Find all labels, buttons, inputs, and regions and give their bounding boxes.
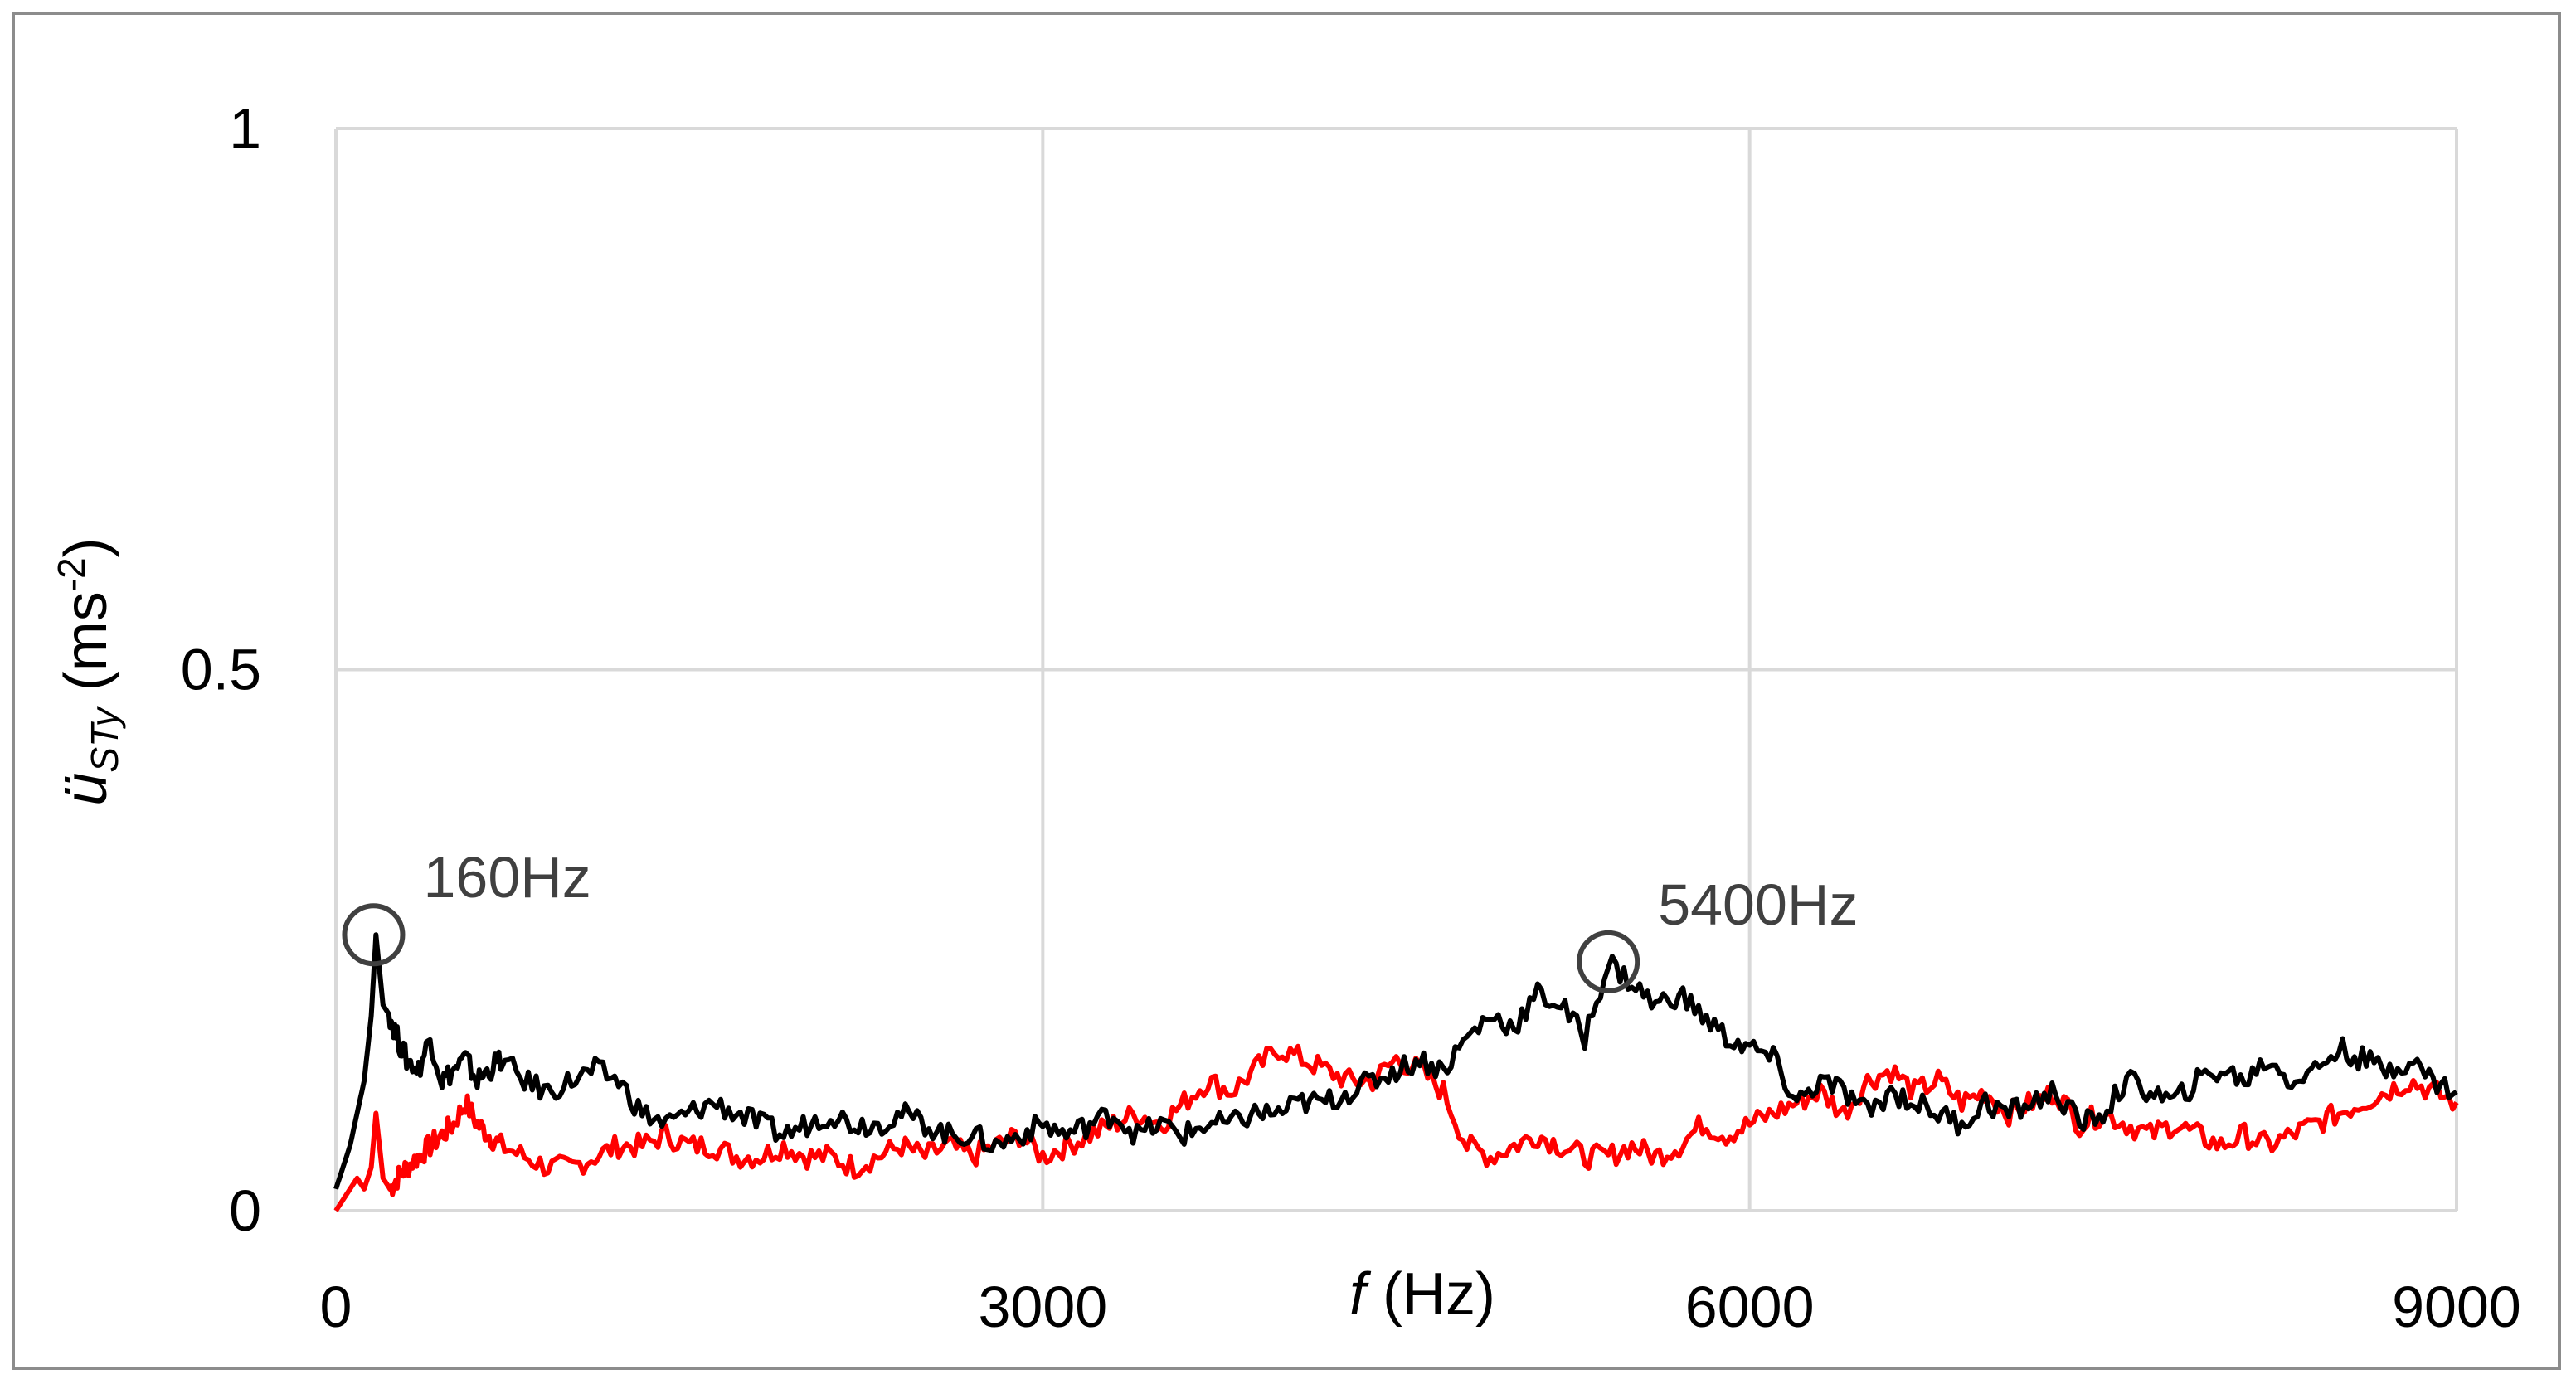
x-axis-label: f (Hz) bbox=[1349, 1261, 1495, 1328]
x-tick-label: 0 bbox=[320, 1275, 352, 1339]
y-tick-label: 1 bbox=[229, 96, 261, 161]
annotation-layer: 160Hz 5400Hz bbox=[342, 845, 1858, 993]
y-axis-symbol: ü bbox=[53, 773, 119, 806]
y-axis-unit-prefix: (ms bbox=[53, 591, 119, 707]
series-line bbox=[333, 932, 2458, 1190]
y-axis-label: üSTy (ms-2) bbox=[50, 537, 126, 805]
y-tick-label: 0 bbox=[229, 1178, 261, 1243]
tick-layer: 0 3000 6000 9000 0 0.5 1 bbox=[181, 96, 2521, 1339]
y-axis-subscript: STy bbox=[83, 705, 126, 772]
series-line bbox=[333, 1043, 2459, 1212]
peak-label: 5400Hz bbox=[1658, 872, 1858, 937]
x-tick-label: 3000 bbox=[978, 1275, 1107, 1339]
x-axis-unit: (Hz) bbox=[1366, 1261, 1495, 1328]
peak-label: 160Hz bbox=[423, 845, 591, 910]
grid bbox=[334, 127, 2458, 1212]
x-tick-label: 9000 bbox=[2392, 1275, 2521, 1339]
y-axis-unit-exponent: -2 bbox=[50, 557, 93, 591]
peak-marker-circle bbox=[342, 903, 406, 967]
peak-marker-circle bbox=[1577, 930, 1640, 993]
series-layer bbox=[333, 932, 2459, 1212]
y-tick-label: 0.5 bbox=[181, 638, 261, 702]
y-axis-unit-suffix: ) bbox=[53, 537, 119, 557]
x-tick-label: 6000 bbox=[1685, 1275, 1815, 1339]
